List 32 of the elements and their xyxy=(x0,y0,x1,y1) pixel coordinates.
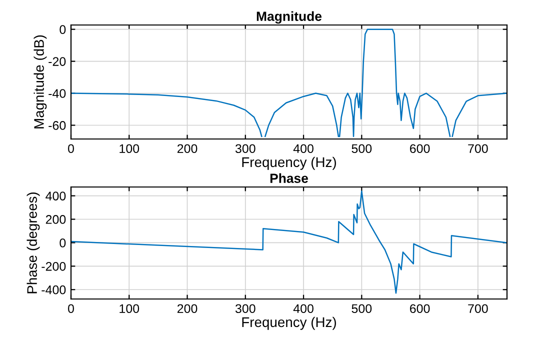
x-tick-label: 500 xyxy=(352,304,372,314)
y-axis-title: Magnitude (dB) xyxy=(34,35,47,128)
x-tick-label: 700 xyxy=(468,304,488,314)
x-tick-label: 300 xyxy=(235,304,256,314)
y-tick-label: 200 xyxy=(46,215,66,224)
x-tick-label: 700 xyxy=(468,144,488,154)
y-tick-label: 400 xyxy=(46,192,66,200)
chart-title: Phase xyxy=(270,173,308,183)
x-tick-label: 100 xyxy=(120,144,140,154)
y-tick-label: -400 xyxy=(42,285,66,294)
x-tick-label: 600 xyxy=(410,304,430,314)
y-axis-title: Phase (degrees) xyxy=(26,192,40,294)
x-tick-label: 500 xyxy=(352,144,372,154)
y-tick-label: -20 xyxy=(48,57,66,66)
y-tick-label: -200 xyxy=(42,262,66,271)
x-tick-label: 100 xyxy=(120,304,140,314)
y-tick-label: -60 xyxy=(48,121,66,130)
y-tick-label: 0 xyxy=(60,25,66,34)
chart-title: Magnitude xyxy=(256,11,322,24)
x-tick-label: 0 xyxy=(68,144,74,154)
x-tick-label: 200 xyxy=(177,304,198,314)
x-tick-label: 300 xyxy=(235,144,256,154)
x-tick-label: 400 xyxy=(293,144,314,154)
x-axis-title: Frequency (Hz) xyxy=(242,316,336,330)
x-axis-title: Frequency (Hz) xyxy=(242,156,336,170)
x-tick-label: 0 xyxy=(68,304,74,314)
y-tick-label: -40 xyxy=(48,89,66,98)
x-tick-label: 400 xyxy=(293,304,314,314)
line-series xyxy=(71,190,507,294)
y-tick-label: 0 xyxy=(60,238,66,248)
x-tick-label: 600 xyxy=(410,144,430,154)
x-tick-label: 200 xyxy=(177,144,198,154)
